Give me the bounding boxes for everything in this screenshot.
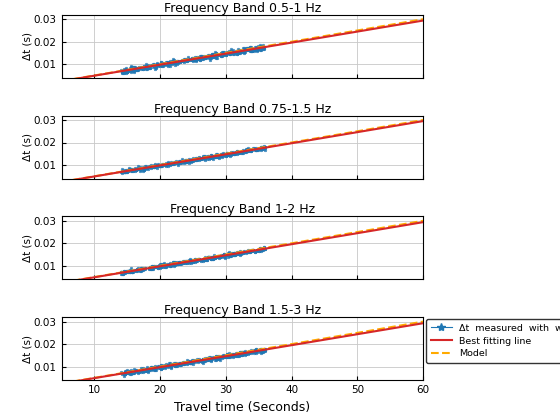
Δt  measured  with  wavelet xyxy=(190,258,197,263)
Δt  measured  with  wavelet xyxy=(176,360,183,365)
Δt  measured  with  wavelet xyxy=(127,372,134,377)
Δt  measured  with  wavelet xyxy=(232,252,239,257)
Δt  measured  with  wavelet xyxy=(184,260,190,265)
Δt  measured  with  wavelet xyxy=(255,46,262,51)
Legend: Δt  measured  with  wavelet, Best fitting line, Model: Δt measured with wavelet, Best fitting l… xyxy=(426,319,560,363)
Y-axis label: Δt (s): Δt (s) xyxy=(22,234,32,262)
Δt  measured  with  wavelet xyxy=(258,144,264,150)
Δt  measured  with  wavelet xyxy=(184,361,190,366)
Line: Δt  measured  with  wavelet: Δt measured with wavelet xyxy=(119,246,267,276)
Δt  measured  with  wavelet xyxy=(147,367,154,372)
Δt  measured  with  wavelet xyxy=(232,150,239,155)
Y-axis label: Δt (s): Δt (s) xyxy=(22,133,32,161)
Δt  measured  with  wavelet xyxy=(118,170,125,175)
Title: Frequency Band 1.5-3 Hz: Frequency Band 1.5-3 Hz xyxy=(164,304,321,317)
Δt  measured  with  wavelet xyxy=(171,59,178,64)
Title: Frequency Band 0.75-1.5 Hz: Frequency Band 0.75-1.5 Hz xyxy=(154,102,331,116)
Δt  measured  with  wavelet xyxy=(253,146,260,151)
Δt  measured  with  wavelet xyxy=(120,374,127,379)
Δt  measured  with  wavelet xyxy=(158,264,165,269)
Y-axis label: Δt (s): Δt (s) xyxy=(22,32,32,60)
Δt  measured  with  wavelet xyxy=(165,160,171,165)
Δt  measured  with  wavelet xyxy=(262,346,268,352)
Δt  measured  with  wavelet xyxy=(120,272,127,277)
Δt  measured  with  wavelet xyxy=(256,246,263,251)
Δt  measured  with  wavelet xyxy=(214,155,221,160)
Δt  measured  with  wavelet xyxy=(235,49,241,54)
Title: Frequency Band 0.5-1 Hz: Frequency Band 0.5-1 Hz xyxy=(164,2,321,15)
Title: Frequency Band 1-2 Hz: Frequency Band 1-2 Hz xyxy=(170,203,315,216)
Δt  measured  with  wavelet xyxy=(148,165,155,170)
Δt  measured  with  wavelet xyxy=(208,55,214,60)
Δt  measured  with  wavelet xyxy=(161,262,167,268)
Δt  measured  with  wavelet xyxy=(120,71,127,76)
Δt  measured  with  wavelet xyxy=(208,154,214,159)
Line: Δt  measured  with  wavelet: Δt measured with wavelet xyxy=(119,347,267,378)
Δt  measured  with  wavelet xyxy=(121,66,128,71)
Δt  measured  with  wavelet xyxy=(260,42,267,47)
Δt  measured  with  wavelet xyxy=(240,349,246,354)
Δt  measured  with  wavelet xyxy=(138,268,144,273)
Line: Δt  measured  with  wavelet: Δt measured with wavelet xyxy=(120,145,267,174)
Line: Δt  measured  with  wavelet: Δt measured with wavelet xyxy=(120,44,266,74)
Y-axis label: Δt (s): Δt (s) xyxy=(22,335,32,362)
Δt  measured  with  wavelet xyxy=(164,61,170,66)
Δt  measured  with  wavelet xyxy=(222,354,229,360)
Δt  measured  with  wavelet xyxy=(261,244,268,249)
X-axis label: Travel time (Seconds): Travel time (Seconds) xyxy=(174,401,310,414)
Δt  measured  with  wavelet xyxy=(156,364,162,369)
Δt  measured  with  wavelet xyxy=(260,144,267,149)
Δt  measured  with  wavelet xyxy=(255,247,262,252)
Δt  measured  with  wavelet xyxy=(254,47,260,52)
Δt  measured  with  wavelet xyxy=(156,163,163,168)
Δt  measured  with  wavelet xyxy=(185,359,192,364)
